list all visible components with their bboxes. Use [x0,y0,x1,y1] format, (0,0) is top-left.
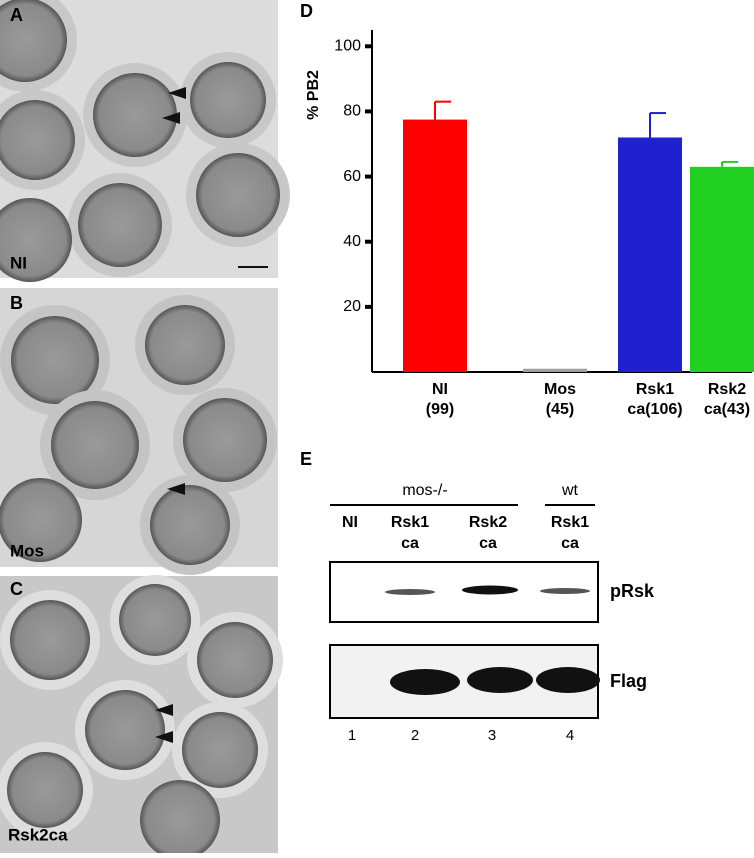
lane-label: Rsk1 [551,514,589,531]
lane-label: ca [561,535,579,552]
x-tick-label: Rsk2 [708,381,746,398]
lane-label: ca [479,535,497,552]
x-tick-label: ca(43) [704,401,750,418]
panel-label: Rsk2ca [8,825,68,844]
panel-letter: C [10,579,23,599]
bar [523,368,587,372]
row-label: pRsk [610,581,655,601]
lane-label: NI [342,514,358,531]
y-tick-label: 100 [334,38,361,55]
y-axis-label: % PB2 [305,70,322,120]
panel-letter: D [300,1,313,21]
y-tick-label: 40 [343,233,361,250]
micrograph-a: A NI [0,0,290,282]
panel-label: Mos [10,541,44,560]
lane-number: 4 [566,727,574,744]
lane-label: Rsk1 [391,514,429,531]
x-tick-label: (99) [426,401,454,418]
bar-chart: 20 40 60 80 100 NI (99) Mos (45) Rsk1 ca(106) Rsk2 c… [334,30,754,418]
x-tick-label: NI [432,381,448,398]
micrograph-c: C Rsk2ca [0,575,283,858]
x-tick-label: Rsk1 [636,381,674,398]
x-tick-label: (45) [546,401,574,418]
lane-number: 3 [488,727,496,744]
panel-letter: A [10,5,23,25]
y-tick-label: 20 [343,298,361,315]
y-tick-label: 60 [343,168,361,185]
group-label: mos-/- [402,482,447,499]
x-tick-label: ca(106) [627,401,682,418]
group-label: wt [561,482,579,499]
lane-number: 2 [411,727,419,744]
panel-letter: E [300,449,312,469]
western-blot: E mos-/- wt NI Rsk1 ca Rsk2 ca Rsk1 ca pRsk Flag… [300,449,655,744]
bar [403,119,467,372]
lane-number: 1 [348,727,356,744]
row-label: Flag [610,671,647,691]
micrograph-b: B Mos [0,288,278,575]
x-tick-label: Mos [544,381,576,398]
bar [618,137,682,372]
panel-letter: B [10,293,23,313]
lane-label: ca [401,535,419,552]
lane-label: Rsk2 [469,514,507,531]
panel-label: NI [10,253,27,272]
y-tick-label: 80 [343,103,361,120]
bar [690,166,754,372]
